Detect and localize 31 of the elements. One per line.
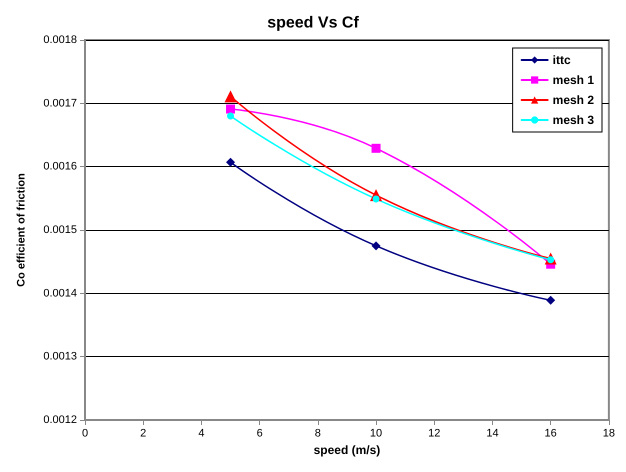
chart-title: speed Vs Cf <box>267 14 360 32</box>
y-tick-label: 0.0016 <box>43 160 77 173</box>
y-tick-label: 0.0013 <box>43 350 77 363</box>
x-tick-label: 14 <box>486 428 499 440</box>
point <box>546 296 556 305</box>
x-tick-label: 0 <box>82 428 88 440</box>
point <box>226 104 236 114</box>
legend-label: mesh 1 <box>552 73 594 87</box>
legend-label: ittc <box>552 53 571 67</box>
y-tick-label: 0.0015 <box>43 224 77 236</box>
legend-label: mesh 3 <box>552 113 594 127</box>
x-tick-label: 10 <box>370 428 382 440</box>
y-tick-label: 0.0014 <box>43 287 77 300</box>
x-tick-label: 2 <box>140 428 146 440</box>
x-tick-label: 4 <box>198 428 204 440</box>
x-tick-label: 18 <box>602 428 616 440</box>
y-tick-label: 0.0017 <box>43 97 77 110</box>
x-tick-label: 8 <box>314 428 321 440</box>
point <box>227 112 234 120</box>
y-tick-label: 0.0012 <box>43 414 77 426</box>
point <box>372 241 381 250</box>
point <box>224 90 237 102</box>
point <box>372 144 381 153</box>
legend-label: mesh 2 <box>552 93 594 107</box>
y-axis-title: Co efficient of friction <box>16 172 28 287</box>
x-tick-label: 6 <box>256 428 263 440</box>
point <box>226 158 236 167</box>
y-tick-label: 0.0018 <box>43 34 77 46</box>
x-tick-label: 12 <box>428 428 440 440</box>
x-axis-title: speed (m/s) <box>314 443 380 457</box>
x-tick-label: 16 <box>544 428 557 440</box>
